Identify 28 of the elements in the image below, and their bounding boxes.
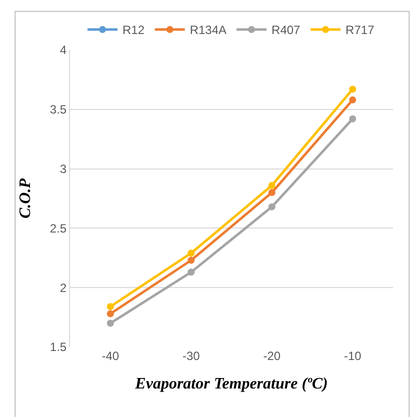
x-axis-title: Evaporator Temperature (ºC) <box>134 376 328 393</box>
y-tick-label: 4 <box>60 43 67 58</box>
point <box>268 182 276 189</box>
point <box>349 96 356 104</box>
point <box>268 203 276 210</box>
y-tick-label: 2.5 <box>50 221 67 236</box>
legend-label: R717 <box>346 23 375 38</box>
legend-label: R407 <box>272 23 301 38</box>
point <box>268 189 276 196</box>
point <box>106 320 114 327</box>
point <box>188 268 195 276</box>
x-tick-label: -30 <box>182 349 200 363</box>
y-tick-label: 1.5 <box>50 340 67 354</box>
point <box>106 310 114 318</box>
y-tick-label: 3 <box>60 162 67 176</box>
legend-label: R134A <box>190 23 227 38</box>
y-tick-label: 2 <box>60 280 67 295</box>
point <box>106 303 114 310</box>
y-tick-label: 3.5 <box>50 102 67 117</box>
point <box>188 256 195 264</box>
point <box>188 250 195 257</box>
point <box>349 86 356 93</box>
point <box>349 115 356 122</box>
x-tick-label: -10 <box>344 349 362 363</box>
y-axis-title: C.O.P <box>16 178 34 218</box>
x-tick-label: -40 <box>102 349 120 363</box>
legend-label: R12 <box>122 23 145 38</box>
x-tick-label: -20 <box>263 349 281 363</box>
